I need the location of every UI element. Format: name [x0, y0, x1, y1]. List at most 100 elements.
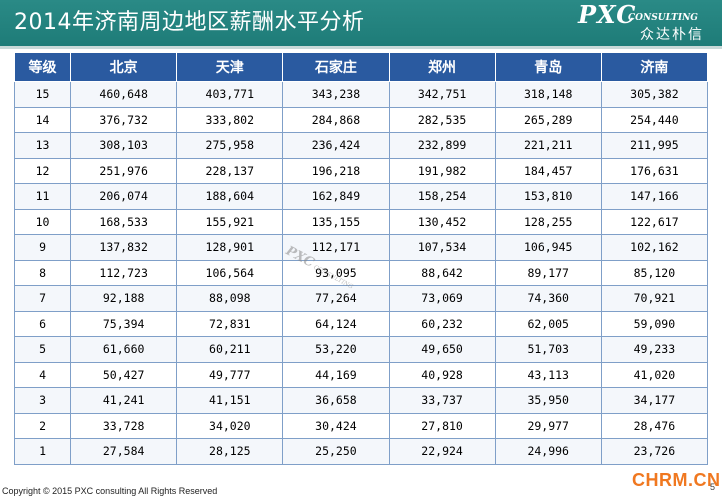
salary-cell: 89,177 [494, 259, 602, 286]
salary-cell: 275,958 [176, 132, 284, 159]
salary-cell: 308,103 [70, 132, 178, 159]
salary-cell: 74,360 [494, 285, 602, 312]
salary-cell: 24,996 [494, 438, 602, 465]
salary-cell: 51,703 [494, 336, 602, 363]
salary-cell: 59,090 [600, 310, 709, 337]
salary-cell: 92,188 [70, 285, 178, 312]
salary-cell: 33,728 [70, 412, 178, 439]
salary-cell: 128,901 [176, 234, 284, 261]
salary-cell: 282,535 [388, 106, 496, 133]
column-header-shijiazhuang: 石家庄 [282, 52, 390, 82]
salary-cell: 64,124 [282, 310, 390, 337]
table-row: 12 251,976 228,137 196,218 191,982 184,457 176… [13, 157, 709, 184]
salary-cell: 88,098 [176, 285, 284, 312]
salary-cell: 34,177 [600, 387, 709, 414]
table-row: 9 137,832 128,901 112,171 107,534 106,945 102,… [13, 234, 709, 261]
salary-cell: 176,631 [600, 157, 709, 184]
salary-cell: 128,255 [494, 208, 602, 235]
salary-cell: 27,810 [388, 412, 496, 439]
salary-cell: 44,169 [282, 361, 390, 388]
page-title: 2014年济南周边地区薪酬水平分析 [14, 10, 365, 35]
salary-cell: 60,211 [176, 336, 284, 363]
salary-cell: 228,137 [176, 157, 284, 184]
salary-cell: 33,737 [388, 387, 496, 414]
salary-cell: 22,924 [388, 438, 496, 465]
table-body: 15 460,648 403,771 343,238 342,751 318,148 305… [13, 81, 709, 465]
pxc-logo-chinese: 众达朴信 [640, 27, 704, 43]
table-row: 10 168,533 155,921 135,155 130,452 128,255 122… [13, 208, 709, 235]
salary-cell: 29,977 [494, 412, 602, 439]
copyright-notice: Copyright © 2015 PXC consulting All Righ… [2, 486, 218, 496]
column-header-grade: 等级 [13, 52, 72, 82]
salary-cell: 93,095 [282, 259, 390, 286]
salary-cell: 232,899 [388, 132, 496, 159]
title-bar: 2014年济南周边地区薪酬水平分析 PXC CONSULTING 众达朴信 [0, 0, 722, 46]
column-header-tianjin: 天津 [176, 52, 284, 82]
salary-cell: 333,802 [176, 106, 284, 133]
salary-cell: 130,452 [388, 208, 496, 235]
grade-cell: 5 [13, 336, 72, 363]
page-number: 5 [710, 482, 716, 492]
grade-cell: 11 [13, 183, 72, 210]
salary-cell: 25,250 [282, 438, 390, 465]
salary-cell: 102,162 [600, 234, 709, 261]
grade-cell: 2 [13, 412, 72, 439]
salary-cell: 236,424 [282, 132, 390, 159]
salary-cell: 137,832 [70, 234, 178, 261]
salary-cell: 28,125 [176, 438, 284, 465]
table-header-row: 等级 北京 天津 石家庄 郑州 青岛 济南 [13, 52, 709, 82]
grade-cell: 10 [13, 208, 72, 235]
salary-cell: 23,726 [600, 438, 709, 465]
salary-cell: 77,264 [282, 285, 390, 312]
salary-cell: 251,976 [70, 157, 178, 184]
salary-cell: 211,995 [600, 132, 709, 159]
salary-cell: 61,660 [70, 336, 178, 363]
salary-cell: 184,457 [494, 157, 602, 184]
salary-cell: 153,810 [494, 183, 602, 210]
pxc-logo-mark: PXC [578, 0, 637, 29]
table-row: 14 376,732 333,802 284,868 282,535 265,289 254… [13, 106, 709, 133]
salary-cell: 106,564 [176, 259, 284, 286]
salary-cell: 41,241 [70, 387, 178, 414]
grade-cell: 13 [13, 132, 72, 159]
table-row: 2 33,728 34,020 30,424 27,810 29,977 28,476 [13, 412, 709, 439]
chrm-logo: CHRM.CN [632, 470, 721, 490]
table-row: 15 460,648 403,771 343,238 342,751 318,148 305… [13, 81, 709, 108]
salary-cell: 28,476 [600, 412, 709, 439]
salary-cell: 43,113 [494, 361, 602, 388]
salary-cell: 50,427 [70, 361, 178, 388]
salary-cell: 112,171 [282, 234, 390, 261]
salary-cell: 40,928 [388, 361, 496, 388]
column-header-zhengzhou: 郑州 [388, 52, 496, 82]
table-row: 8 112,723 106,564 93,095 88,642 89,177 85,120 [13, 259, 709, 286]
column-header-jinan: 济南 [600, 52, 709, 82]
salary-cell: 168,533 [70, 208, 178, 235]
column-header-qingdao: 青岛 [494, 52, 602, 82]
salary-cell: 221,211 [494, 132, 602, 159]
salary-cell: 85,120 [600, 259, 709, 286]
grade-cell: 14 [13, 106, 72, 133]
salary-cell: 112,723 [70, 259, 178, 286]
salary-cell: 49,233 [600, 336, 709, 363]
salary-cell: 254,440 [600, 106, 709, 133]
salary-cell: 206,074 [70, 183, 178, 210]
salary-cell: 162,849 [282, 183, 390, 210]
salary-cell: 342,751 [388, 81, 496, 108]
grade-cell: 7 [13, 285, 72, 312]
salary-cell: 70,921 [600, 285, 709, 312]
table-row: 1 27,584 28,125 25,250 22,924 24,996 23,726 [13, 438, 709, 465]
salary-cell: 284,868 [282, 106, 390, 133]
table-row: 11 206,074 188,604 162,849 158,254 153,810 147… [13, 183, 709, 210]
salary-cell: 72,831 [176, 310, 284, 337]
grade-cell: 1 [13, 438, 72, 465]
table-row: 6 75,394 72,831 64,124 60,232 62,005 59,090 [13, 310, 709, 337]
salary-cell: 265,289 [494, 106, 602, 133]
table-row: 3 41,241 41,151 36,658 33,737 35,950 34,177 [13, 387, 709, 414]
salary-cell: 403,771 [176, 81, 284, 108]
salary-cell: 88,642 [388, 259, 496, 286]
salary-cell: 27,584 [70, 438, 178, 465]
salary-cell: 35,950 [494, 387, 602, 414]
salary-cell: 191,982 [388, 157, 496, 184]
salary-cell: 155,921 [176, 208, 284, 235]
salary-cell: 49,650 [388, 336, 496, 363]
